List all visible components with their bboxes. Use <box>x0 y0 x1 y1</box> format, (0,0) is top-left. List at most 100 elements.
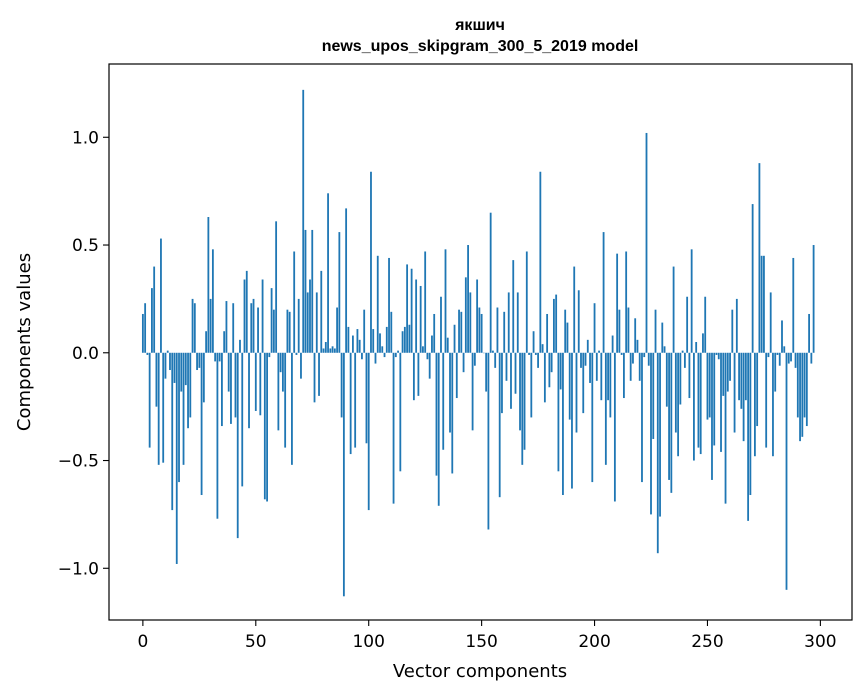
bar <box>173 352 176 383</box>
bar <box>193 303 196 353</box>
bar <box>805 352 808 427</box>
bar <box>211 249 214 353</box>
bar <box>584 352 587 366</box>
bar <box>196 352 198 371</box>
bar <box>665 352 668 407</box>
bar <box>401 331 404 353</box>
x-tick-label: 100 <box>352 632 384 652</box>
plot-frame <box>108 63 853 621</box>
bar <box>381 346 384 353</box>
bar <box>693 352 695 461</box>
bar <box>288 311 291 353</box>
bar <box>451 352 454 474</box>
bar <box>546 313 549 353</box>
bar <box>598 350 600 353</box>
bar <box>516 292 519 353</box>
bar <box>647 352 650 366</box>
bar <box>164 352 167 379</box>
bar <box>548 352 551 388</box>
bar <box>385 326 388 353</box>
bar <box>674 352 677 433</box>
bar <box>523 352 526 450</box>
bar <box>281 352 284 392</box>
bar <box>435 352 438 476</box>
bar <box>778 352 781 366</box>
bar <box>347 326 350 353</box>
bar <box>245 270 248 353</box>
bar <box>417 352 420 396</box>
bar <box>670 352 673 493</box>
bar <box>300 352 302 379</box>
bar <box>412 352 415 401</box>
bar <box>144 303 147 353</box>
bar <box>141 313 144 353</box>
bar <box>503 311 506 353</box>
bar <box>306 292 309 353</box>
bar <box>266 352 268 502</box>
bar <box>625 251 628 353</box>
bar <box>686 296 689 353</box>
bar <box>223 331 226 353</box>
bar <box>236 352 239 539</box>
bar <box>555 294 558 353</box>
bar <box>397 350 399 353</box>
bar <box>410 268 413 353</box>
bar <box>690 249 693 353</box>
bar <box>202 352 205 403</box>
bar <box>394 352 397 358</box>
bar <box>169 352 171 371</box>
bar <box>765 352 768 448</box>
bar <box>510 352 512 409</box>
bar <box>309 279 311 353</box>
bar <box>781 320 783 353</box>
y-ticks: −1.0 −0.5 0.0 0.5 1.0 <box>58 128 109 579</box>
bar <box>415 279 418 353</box>
bar <box>681 350 684 353</box>
bar <box>634 318 637 353</box>
bar <box>552 298 555 353</box>
bar <box>218 352 221 362</box>
bar <box>733 352 736 433</box>
bar <box>623 352 625 399</box>
bar <box>478 307 481 353</box>
bar <box>496 307 499 353</box>
bar <box>263 352 266 500</box>
bar <box>458 309 460 353</box>
bar <box>358 339 361 353</box>
bar <box>697 352 700 448</box>
bar <box>363 309 366 353</box>
bar <box>747 352 750 521</box>
bar <box>568 352 571 420</box>
bar <box>191 298 194 353</box>
bar <box>812 245 815 353</box>
bar <box>772 352 774 457</box>
bar <box>688 352 691 399</box>
chart-subtitle: news_upos_skipgram_300_5_2019 model <box>322 38 639 55</box>
bar <box>735 298 738 353</box>
bar <box>656 352 659 554</box>
bar <box>582 352 585 414</box>
bar <box>166 350 169 353</box>
bar <box>543 352 546 403</box>
bar <box>769 292 772 353</box>
bar <box>751 204 754 353</box>
bar <box>600 352 603 401</box>
bar <box>374 352 377 364</box>
bar <box>399 352 402 472</box>
bar <box>216 352 219 519</box>
bar <box>295 352 298 355</box>
chart-title: якшич <box>454 17 505 34</box>
bar <box>408 324 411 353</box>
bar <box>638 352 641 381</box>
x-tick-label: 50 <box>245 632 267 652</box>
bar <box>677 352 680 457</box>
bar <box>708 352 711 418</box>
bar <box>406 264 409 353</box>
bar <box>643 352 646 358</box>
bar <box>340 352 343 418</box>
bar <box>663 346 666 353</box>
bar <box>514 352 517 394</box>
bar <box>652 352 655 439</box>
bar <box>722 352 725 396</box>
bar <box>243 279 246 353</box>
